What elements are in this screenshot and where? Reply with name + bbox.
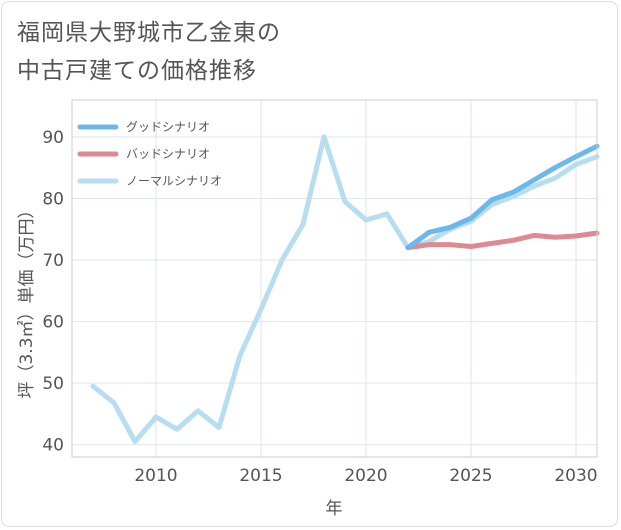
y-tick-label: 90: [42, 128, 64, 148]
series-line-0: [405, 143, 600, 251]
x-tick-label: 2030: [554, 466, 597, 486]
chart-title: 福岡県大野城市乙金東の 中古戸建ての価格推移: [17, 14, 281, 90]
chart-title-line-1: 福岡県大野城市乙金東の: [17, 20, 281, 46]
legend-label-1: バッドシナリオ: [126, 147, 210, 161]
series-lines: [90, 134, 600, 445]
y-axis-title: 坪（3.3㎡）単価（万円）: [17, 201, 37, 398]
y-tick-label: 50: [42, 374, 64, 394]
series-line-1: [405, 230, 600, 251]
y-tick-label: 70: [42, 251, 64, 271]
series-line-2: [90, 134, 600, 445]
x-tick-label: 2025: [449, 466, 492, 486]
tick-labels: 40 50 60 70 80 90 2010 2015 2020 2025 2030: [42, 128, 597, 486]
legend-label-2: ノーマルシナリオ: [126, 174, 222, 188]
chart-title-line-2: 中古戸建ての価格推移: [17, 58, 257, 84]
grid-lines: [72, 100, 597, 457]
x-tick-label: 2020: [344, 466, 387, 486]
x-tick-label: 2010: [134, 466, 177, 486]
y-tick-label: 40: [42, 436, 64, 456]
plot-frame: [71, 99, 598, 458]
y-tick-label: 60: [42, 313, 64, 333]
legend-label-0: グッドシナリオ: [126, 120, 210, 134]
x-tick-label: 2015: [239, 466, 282, 486]
y-tick-label: 80: [42, 189, 64, 209]
x-axis-title: 年: [326, 499, 343, 519]
